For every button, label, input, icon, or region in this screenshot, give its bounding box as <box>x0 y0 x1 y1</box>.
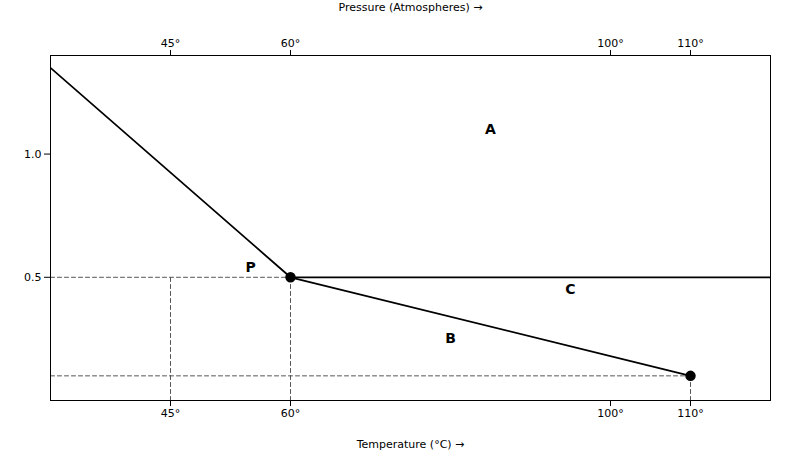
svg-text:B: B <box>445 330 456 346</box>
svg-text:60°: 60° <box>281 407 301 420</box>
svg-text:100°: 100° <box>597 407 624 420</box>
svg-text:C: C <box>565 281 575 297</box>
svg-text:100°: 100° <box>597 37 624 50</box>
svg-text:60°: 60° <box>281 37 301 50</box>
svg-text:0.5: 0.5 <box>24 271 42 284</box>
svg-text:Pressure (Atmospheres) →: Pressure (Atmospheres) → <box>338 1 482 14</box>
svg-text:A: A <box>485 121 496 137</box>
svg-text:Temperature (°C) →: Temperature (°C) → <box>356 438 465 450</box>
svg-text:1.0: 1.0 <box>24 148 42 161</box>
svg-text:45°: 45° <box>161 407 181 420</box>
svg-text:P: P <box>245 259 255 275</box>
svg-text:110°: 110° <box>677 407 704 420</box>
svg-text:110°: 110° <box>677 37 704 50</box>
svg-text:45°: 45° <box>161 37 181 50</box>
